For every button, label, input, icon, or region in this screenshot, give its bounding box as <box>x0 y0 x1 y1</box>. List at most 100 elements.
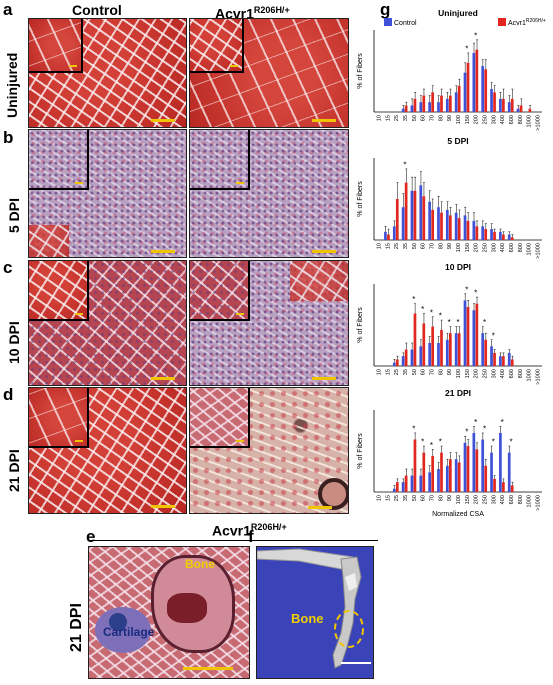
column-header-control: Control <box>72 2 122 18</box>
panel-letter-b: b <box>3 128 14 147</box>
x-tick-label: 800 <box>518 369 524 378</box>
bar-control <box>472 220 476 240</box>
bar-control <box>410 190 414 240</box>
bar-control <box>428 201 431 240</box>
x-tick-label: 10 <box>376 369 382 375</box>
bar-control <box>410 105 414 112</box>
row-label-21dpi: 21 DPI <box>6 449 22 492</box>
panel-letter-f: f <box>248 527 254 546</box>
x-tick-label: 90 <box>447 243 453 249</box>
x-tick-label: 70 <box>429 115 435 121</box>
x-tick-label: 100 <box>456 243 462 252</box>
bar-mutant <box>502 234 505 240</box>
x-tick-label: 400 <box>500 115 506 124</box>
bar-mutant <box>475 303 479 366</box>
bar-mutant <box>519 105 523 112</box>
x-tick-label: >1000 <box>536 369 542 385</box>
bar-control <box>499 98 502 112</box>
significance-star: * <box>483 424 486 433</box>
bar-control <box>481 333 485 366</box>
bar-control <box>499 356 502 366</box>
row-label-21dpi-lower: 21 DPI <box>68 603 85 652</box>
bar-mutant <box>502 482 505 492</box>
legend-label-mutant: Acvr1R206H/+ <box>508 18 546 27</box>
inset-mutant-uninjured <box>190 19 244 73</box>
bar-mutant <box>404 182 408 240</box>
x-tick-label: 90 <box>447 495 453 501</box>
bar-mutant <box>431 455 435 492</box>
bar-control <box>437 102 440 112</box>
bar-control <box>419 475 423 492</box>
micrograph-control-10dpi <box>28 260 187 386</box>
significance-star: * <box>474 418 477 427</box>
x-tick-label: 150 <box>465 243 471 252</box>
scale-bar <box>312 250 336 253</box>
bar-mutant <box>431 209 435 240</box>
micrograph-lesion-21dpi: Bone Cartilage <box>88 546 250 679</box>
significance-star: * <box>474 289 477 298</box>
x-tick-label: 50 <box>412 243 418 249</box>
bar-control <box>472 52 476 112</box>
bar-mutant <box>413 98 417 112</box>
significance-star: * <box>439 438 442 447</box>
x-tick-label: 100 <box>456 495 462 504</box>
inset-mutant-21dpi <box>190 388 250 448</box>
bar-control <box>445 209 449 240</box>
bar-control <box>428 472 431 492</box>
x-tick-label: >1000 <box>536 243 542 259</box>
bar-control <box>437 469 440 492</box>
bar-control <box>481 66 485 112</box>
chart-title: 21 DPI <box>445 388 471 398</box>
bar-mutant <box>431 92 435 112</box>
bar-control <box>490 346 493 366</box>
bar-control <box>507 452 511 492</box>
x-tick-label: 25 <box>394 369 400 375</box>
x-tick-label: 35 <box>403 495 409 501</box>
x-tick-label: 80 <box>438 115 444 121</box>
scale-bar <box>151 505 175 508</box>
scale-bar <box>341 662 371 664</box>
x-tick-label: 250 <box>483 495 489 504</box>
cartilage-label: Cartilage <box>103 625 155 639</box>
x-tick-label: 600 <box>509 495 515 504</box>
bar-control <box>437 207 440 240</box>
x-tick-label: 10 <box>376 243 382 249</box>
bar-control <box>401 482 405 492</box>
bar-mutant <box>440 452 443 492</box>
chart-3: 21 DPI % of Fibers * * * * * * * * * * 10 15 25 35 50 60 7… <box>357 388 542 511</box>
bar-mutant <box>387 234 390 240</box>
x-tick-label: 800 <box>518 243 524 252</box>
bar-mutant <box>422 196 426 240</box>
legend-label-mutant-sup: R206H/+ <box>526 18 546 24</box>
micrograph-control-5dpi <box>28 129 187 258</box>
chart-1: 5 DPI % of Fibers * 10 15 25 35 50 60 70 80 90 100 15… <box>357 136 542 259</box>
bar-mutant <box>466 446 470 492</box>
x-tick-label: 300 <box>491 369 497 378</box>
bar-mutant <box>484 229 488 240</box>
x-tick-label: 250 <box>483 243 489 252</box>
bar-mutant <box>404 475 408 492</box>
bar-control <box>419 102 423 112</box>
bar-mutant <box>466 220 470 240</box>
significance-star: * <box>439 312 442 321</box>
inset-control-uninjured <box>29 19 83 73</box>
intact-muscle-region <box>290 261 348 301</box>
bar-mutant <box>466 306 470 366</box>
x-tick-label: 400 <box>500 243 506 252</box>
significance-star: * <box>403 160 406 169</box>
bar-control <box>490 89 493 112</box>
cartilage-core <box>109 613 127 631</box>
micrograph-mutant-5dpi <box>189 129 349 258</box>
bar-mutant <box>431 326 435 366</box>
bar-control <box>401 207 405 240</box>
x-tick-label: 25 <box>394 495 400 501</box>
bar-control <box>419 185 423 240</box>
bar-control <box>499 231 502 240</box>
chart-0: Uninjured % of Fibers * * 10 15 25 35 50 60 70 80 90… <box>357 8 542 131</box>
micrograph-mutant-uninjured <box>189 18 349 128</box>
x-tick-label: 600 <box>509 369 515 378</box>
bar-control <box>454 212 458 240</box>
bone-highlight <box>345 573 357 591</box>
x-tick-label: 150 <box>465 115 471 124</box>
legend-swatch-mutant <box>498 18 506 26</box>
